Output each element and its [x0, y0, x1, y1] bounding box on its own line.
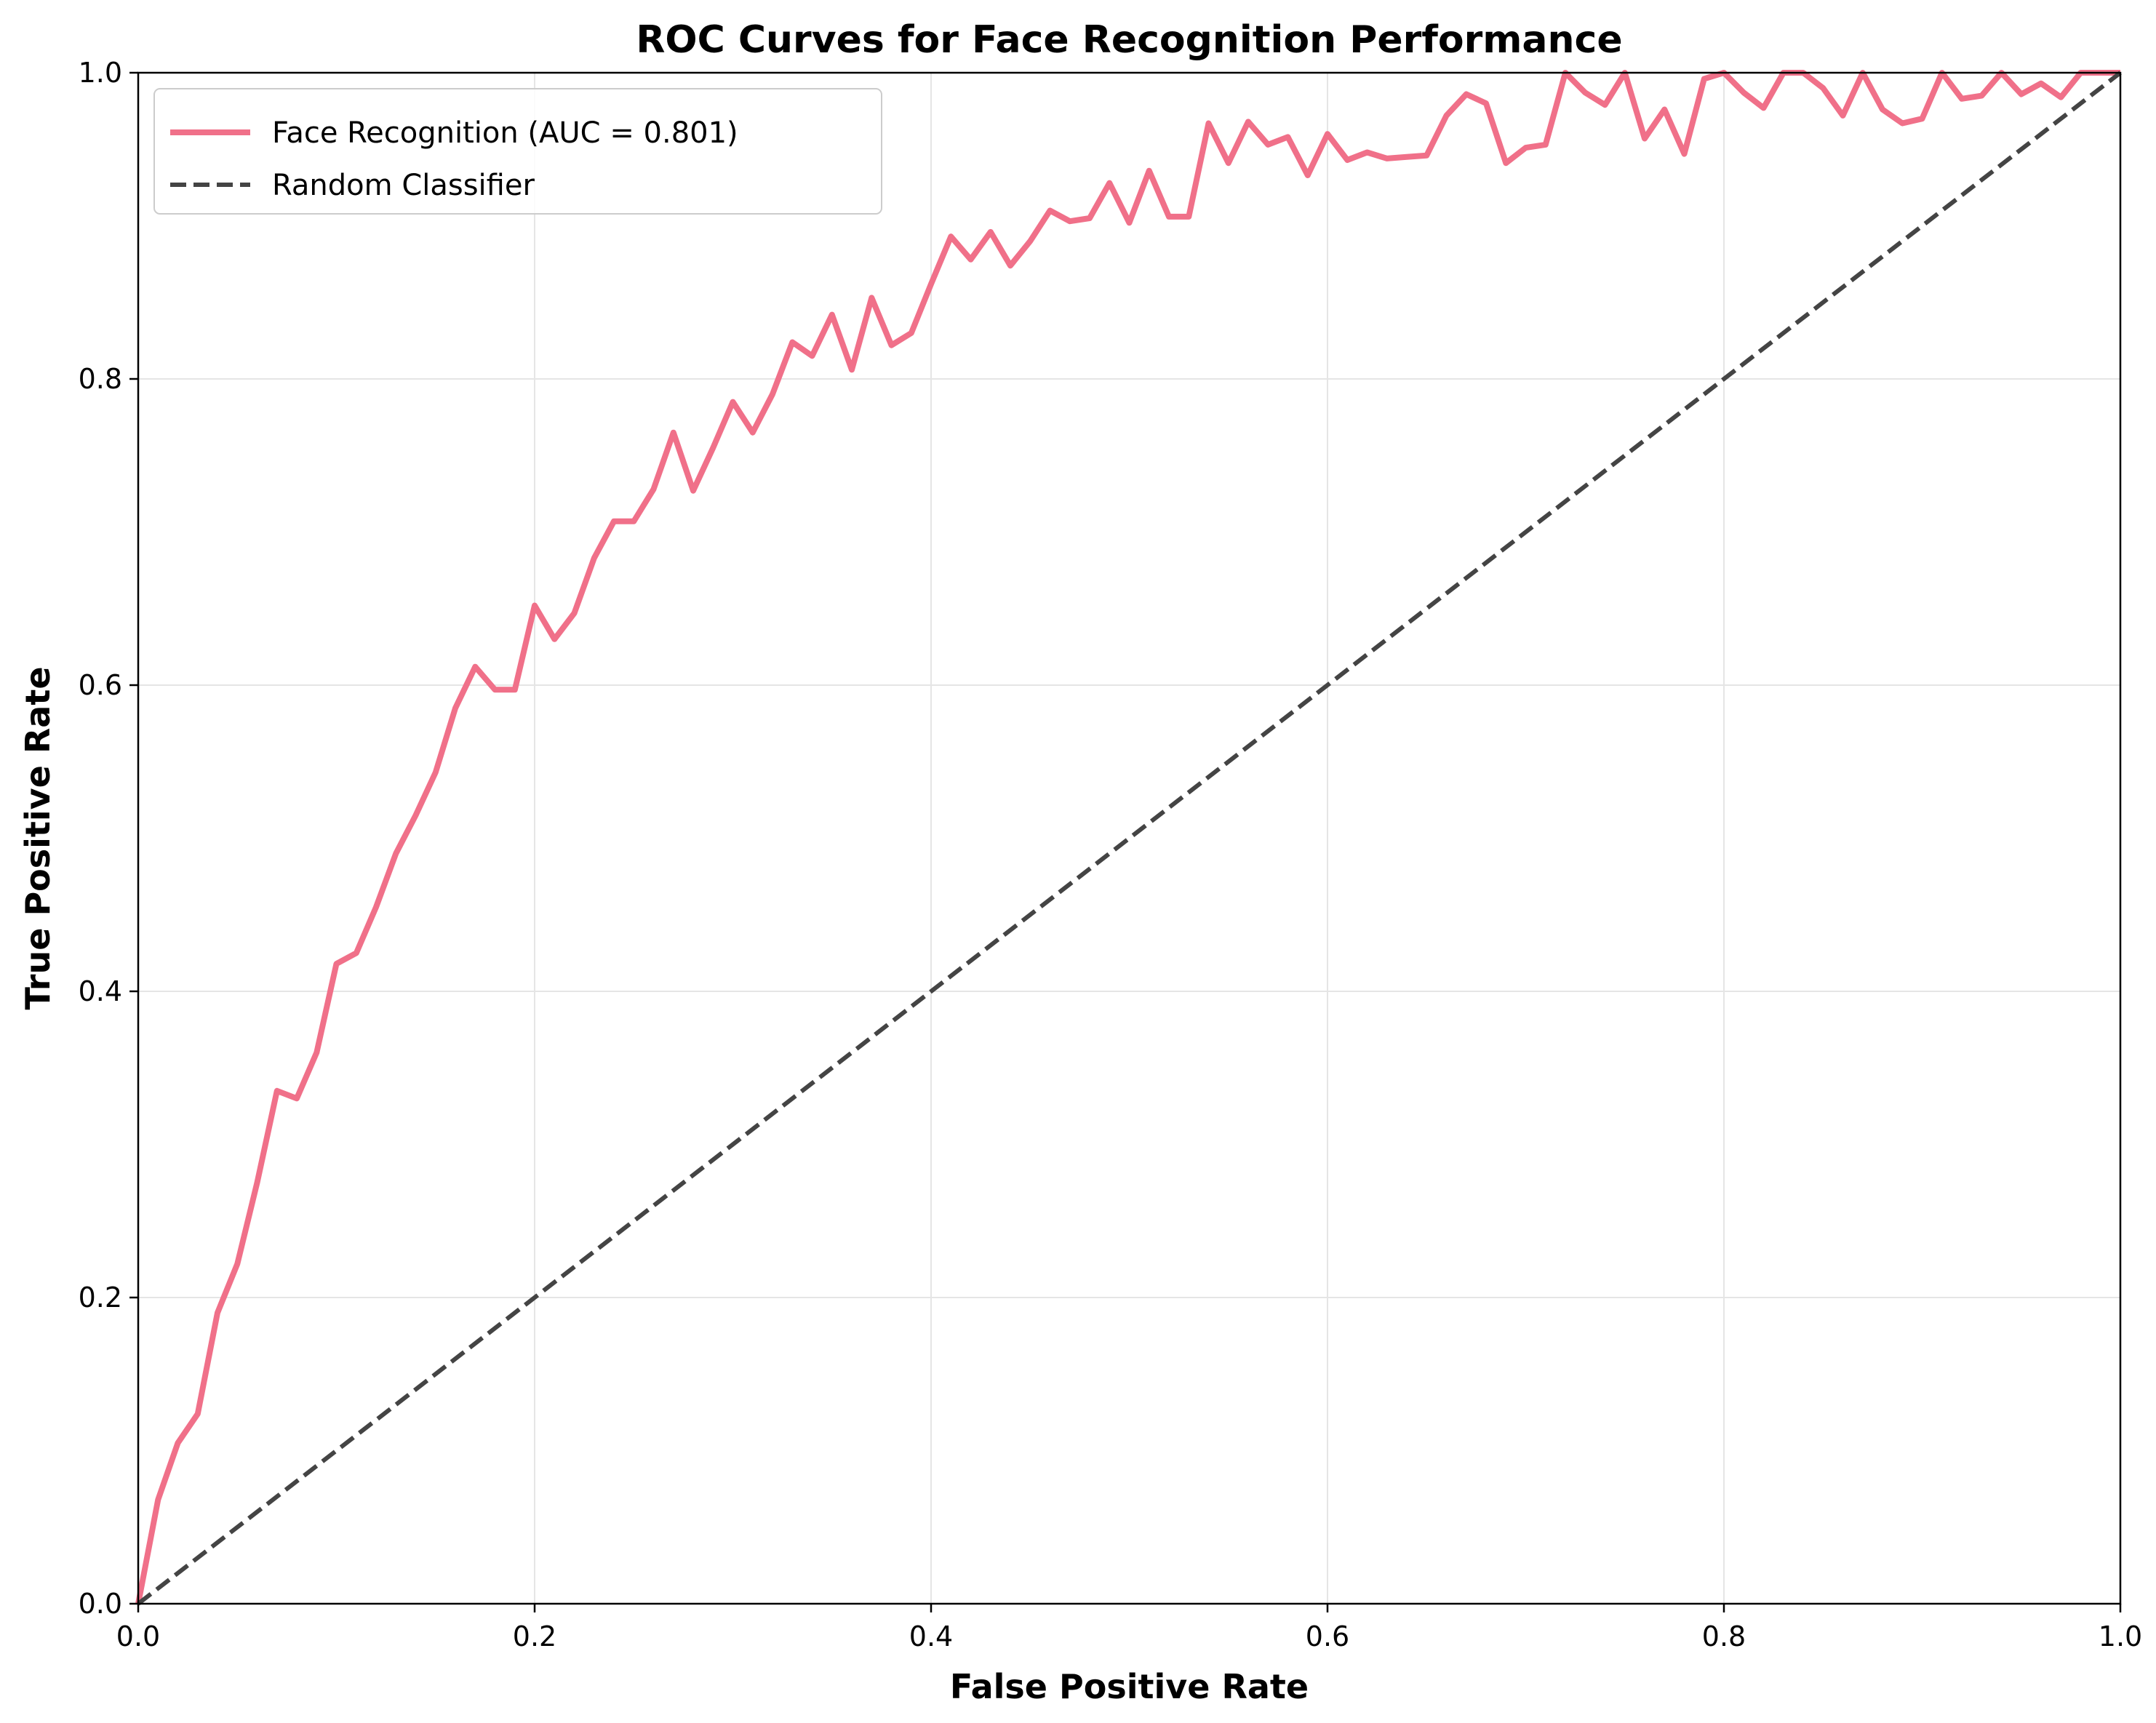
- y-tick-label: 0.4: [79, 975, 122, 1007]
- x-tick-label: 0.0: [116, 1620, 160, 1652]
- legend-box: [153, 88, 882, 215]
- legend: Face Recognition (AUC = 0.801) Random Cl…: [153, 88, 882, 215]
- x-tick-label: 0.4: [909, 1620, 953, 1652]
- legend-label-random: Random Classifier: [272, 169, 535, 202]
- y-tick-label: 1.0: [79, 57, 122, 89]
- legend-label-roc: Face Recognition (AUC = 0.801): [272, 116, 738, 150]
- x-axis-label: False Positive Rate: [950, 1667, 1309, 1706]
- random-classifier-line: [137, 71, 2122, 1606]
- y-axis-label: True Positive Rate: [18, 666, 57, 1010]
- grid: [137, 72, 2121, 1604]
- y-tick-label: 0.6: [79, 669, 122, 701]
- y-tick-label: 0.2: [79, 1282, 122, 1314]
- y-tick-label: 0.8: [79, 363, 122, 395]
- x-tick-label: 0.2: [513, 1620, 556, 1652]
- axes-frame: [137, 71, 2122, 1605]
- x-tick-label: 0.6: [1306, 1620, 1349, 1652]
- chart-title: ROC Curves for Face Recognition Performa…: [636, 18, 1622, 62]
- axis-ticks: 0.0 0.2 0.4 0.6 0.8 1.0 0.0 0.2 0.4 0.6 0.8 1.0: [79, 57, 2143, 1652]
- x-tick-label: 1.0: [2099, 1620, 2142, 1652]
- x-tick-label: 0.8: [1702, 1620, 1746, 1652]
- y-tick-label: 0.0: [79, 1588, 122, 1620]
